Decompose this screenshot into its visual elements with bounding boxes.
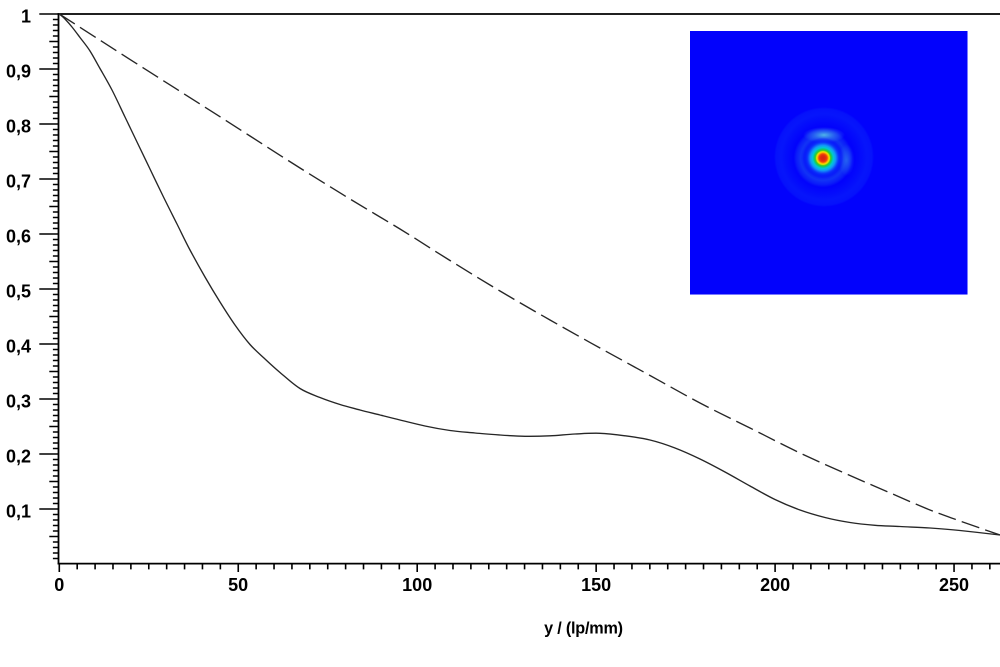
svg-text:0,9: 0,9 bbox=[6, 62, 31, 82]
svg-text:1: 1 bbox=[21, 7, 31, 27]
svg-text:200: 200 bbox=[760, 575, 790, 595]
svg-text:0: 0 bbox=[54, 575, 64, 595]
svg-text:100: 100 bbox=[402, 575, 432, 595]
svg-text:0,5: 0,5 bbox=[6, 282, 31, 302]
svg-text:y / (lp/mm): y / (lp/mm) bbox=[544, 620, 623, 638]
svg-text:150: 150 bbox=[581, 575, 611, 595]
svg-text:50: 50 bbox=[228, 575, 248, 595]
svg-text:0,7: 0,7 bbox=[6, 172, 31, 192]
svg-text:0,2: 0,2 bbox=[6, 447, 31, 467]
svg-text:0,1: 0,1 bbox=[6, 502, 31, 522]
svg-text:0,4: 0,4 bbox=[6, 337, 31, 357]
svg-text:250: 250 bbox=[939, 575, 969, 595]
svg-text:0,8: 0,8 bbox=[6, 117, 31, 137]
svg-text:0,6: 0,6 bbox=[6, 227, 31, 247]
svg-text:0,3: 0,3 bbox=[6, 392, 31, 412]
